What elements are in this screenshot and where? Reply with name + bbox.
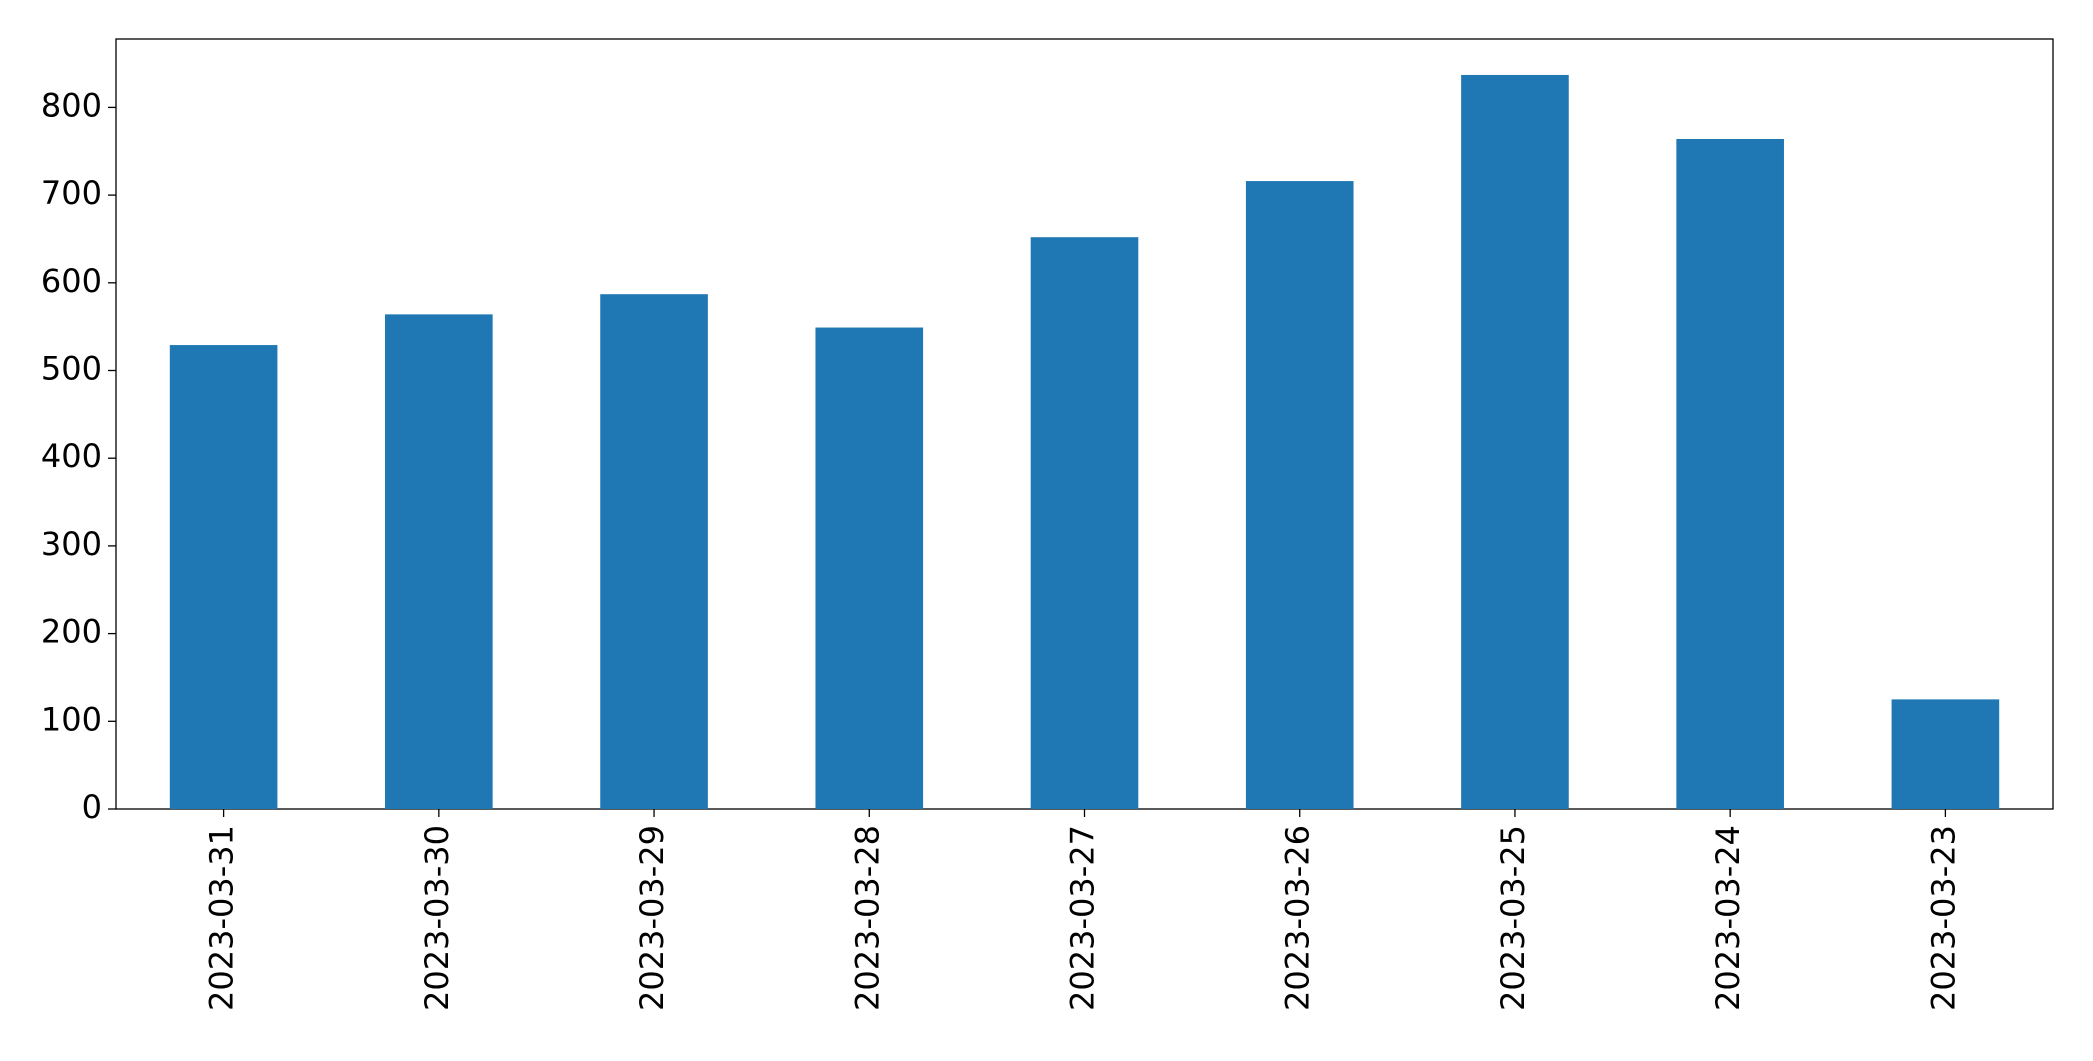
bar (385, 314, 493, 809)
bar (600, 294, 708, 809)
y-tick-label: 600 (41, 262, 102, 300)
x-tick-label: 2023-03-27 (1064, 825, 1102, 1011)
y-tick-label: 700 (41, 174, 102, 212)
x-tick-label: 2023-03-31 (203, 825, 241, 1011)
y-tick-label: 100 (41, 700, 102, 738)
y-tick-label: 400 (41, 437, 102, 475)
y-tick-label: 0 (82, 788, 102, 826)
y-tick-label: 300 (41, 525, 102, 563)
x-tick-label: 2023-03-30 (418, 825, 456, 1011)
bar (1676, 138, 1784, 809)
bar (815, 327, 924, 809)
bar (1030, 237, 1139, 810)
bar (1461, 74, 1569, 809)
bar (1891, 699, 2000, 809)
bar (1245, 181, 1354, 810)
x-tick-label: 2023-03-24 (1709, 825, 1747, 1011)
y-tick-label: 500 (41, 350, 102, 388)
x-tick-label: 2023-03-26 (1279, 825, 1317, 1011)
x-tick-label: 2023-03-23 (1924, 825, 1962, 1011)
x-tick-label: 2023-03-25 (1494, 825, 1532, 1011)
x-tick-label: 2023-03-29 (633, 825, 671, 1011)
bar (169, 345, 278, 809)
x-tick-label: 2023-03-28 (848, 825, 886, 1011)
y-tick-label: 800 (41, 86, 102, 124)
y-tick-label: 200 (41, 613, 102, 651)
